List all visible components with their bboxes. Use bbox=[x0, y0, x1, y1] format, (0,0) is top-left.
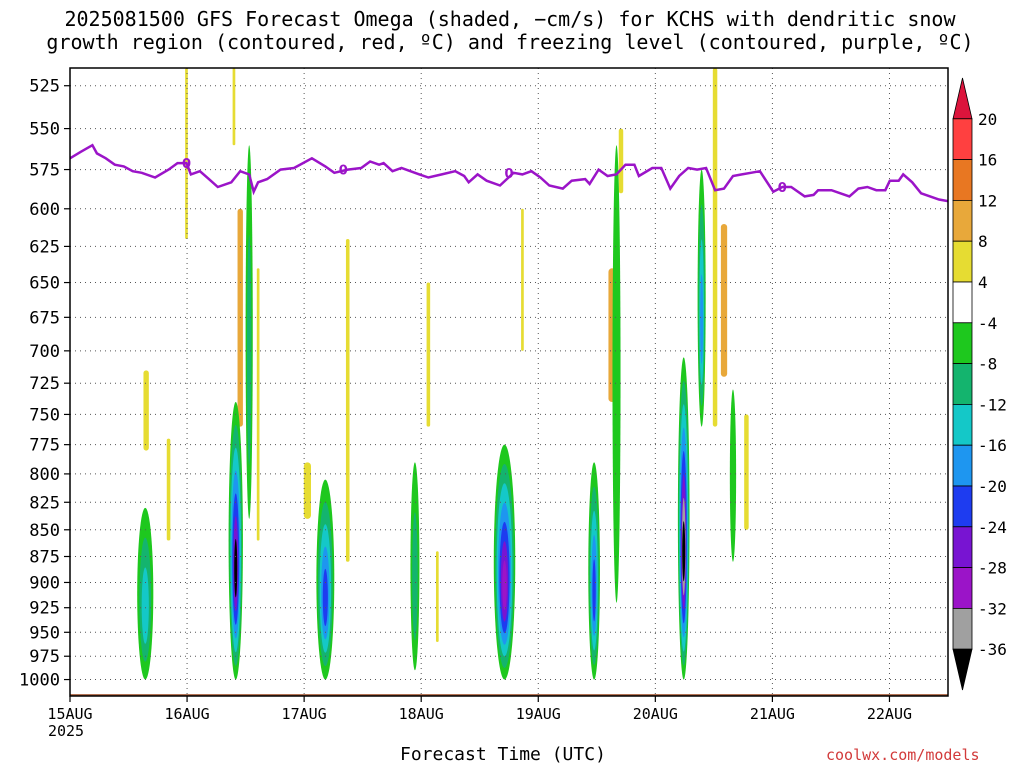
colorbar-label: 4 bbox=[978, 273, 988, 292]
positive-omega-band bbox=[166, 438, 171, 541]
colorbar-cell bbox=[952, 608, 973, 650]
y-tick-label: 725 bbox=[29, 374, 60, 394]
x-tick-label: 15AUG 2025 bbox=[47, 705, 92, 740]
x-tick-label: 22AUG bbox=[867, 705, 912, 723]
x-tick-label: 17AUG bbox=[282, 705, 327, 723]
positive-omega-band bbox=[345, 239, 350, 562]
colorbar-cell bbox=[952, 363, 973, 405]
y-tick-label: 700 bbox=[29, 342, 60, 362]
y-tick-label: 525 bbox=[29, 77, 60, 97]
positive-omega-band bbox=[712, 68, 718, 427]
negative-omega-cell bbox=[700, 274, 704, 364]
colorbar-label: 8 bbox=[978, 232, 988, 251]
credit-text: coolwx.com/models bbox=[826, 746, 980, 764]
y-tick-label: 800 bbox=[29, 465, 60, 485]
negative-omega-cell bbox=[246, 235, 252, 465]
colorbar-cell bbox=[952, 77, 973, 120]
y-tick-label: 1000 bbox=[19, 671, 60, 691]
colorbar-cell bbox=[952, 322, 973, 364]
positive-omega-band bbox=[232, 68, 236, 146]
negative-omega-cell bbox=[412, 512, 418, 641]
y-tick-label: 600 bbox=[29, 200, 60, 220]
y-tick-label: 575 bbox=[29, 161, 60, 181]
colorbar-cell bbox=[952, 199, 973, 242]
x-axis-ticks: 15AUG 2025 16AUG 17AUG 18AUG 19AUG 20AUG 21AUG 2… bbox=[47, 696, 912, 740]
positive-omega-band bbox=[435, 551, 439, 642]
freezing-level-label: 0 bbox=[339, 164, 348, 179]
y-tick-label: 875 bbox=[29, 547, 60, 567]
positive-omega-band bbox=[426, 282, 431, 427]
y-tick-label: 750 bbox=[29, 405, 60, 425]
x-tick-label: 20AUG bbox=[633, 705, 678, 723]
positive-omega-band bbox=[143, 370, 149, 451]
positive-omega-band bbox=[618, 128, 624, 194]
colorbar-label: 20 bbox=[978, 110, 997, 129]
freezing-level-label: 0 bbox=[182, 157, 191, 172]
negative-omega-cell bbox=[502, 560, 507, 611]
negative-omega-cell bbox=[141, 567, 149, 644]
negative-omega-cell bbox=[729, 389, 737, 562]
negative-omega-cell bbox=[234, 538, 238, 598]
colorbar-label: -12 bbox=[978, 395, 1007, 414]
freezing-level-label: 0 bbox=[504, 167, 513, 182]
ground-fill bbox=[70, 694, 948, 696]
colorbar-cell bbox=[952, 240, 973, 283]
colorbar-cell bbox=[952, 159, 973, 201]
negative-omega-cell bbox=[612, 145, 621, 603]
negative-omega-cell bbox=[592, 559, 596, 622]
freezing-level-contour: 0 0 0 0 bbox=[70, 143, 948, 203]
colorbar-label: -16 bbox=[978, 436, 1007, 455]
y-tick-label: 925 bbox=[29, 599, 60, 619]
colorbar-label: -24 bbox=[978, 518, 1007, 537]
colorbar-label: -8 bbox=[978, 355, 997, 374]
negative-omega-cell bbox=[682, 521, 686, 582]
y-axis-ticks: 525 550 575 600 625 650 675 700 725 750 775 800 825 8… bbox=[19, 77, 70, 691]
y-tick-label: 625 bbox=[29, 237, 60, 257]
colorbar-label: -32 bbox=[978, 599, 1007, 618]
colorbar: 20 16 12 8 4 -4 -8 -12 -16 -20 -24 -28 -32 -36 bbox=[952, 77, 1007, 691]
colorbar-label: 12 bbox=[978, 191, 997, 210]
y-tick-label: 825 bbox=[29, 493, 60, 513]
colorbar-label: 16 bbox=[978, 151, 997, 170]
x-tick-label: 19AUG bbox=[516, 705, 561, 723]
colorbar-cell bbox=[952, 444, 973, 487]
colorbar-cell bbox=[952, 281, 973, 324]
positive-omega-band bbox=[256, 268, 260, 541]
colorbar-cell bbox=[952, 567, 973, 609]
y-tick-label: 975 bbox=[29, 647, 60, 667]
positive-omega-band bbox=[720, 224, 728, 377]
colorbar-label: -28 bbox=[978, 559, 1007, 578]
colorbar-label: -4 bbox=[978, 314, 997, 333]
positive-omega-band bbox=[185, 68, 188, 240]
colorbar-cell bbox=[952, 485, 973, 528]
colorbar-cell bbox=[952, 648, 973, 691]
colorbar-cell bbox=[952, 403, 973, 446]
positive-omega-band bbox=[303, 462, 312, 519]
freezing-level-label: 0 bbox=[778, 181, 787, 196]
y-tick-label: 675 bbox=[29, 308, 60, 328]
x-tick-label: 21AUG bbox=[750, 705, 795, 723]
colorbar-label: -36 bbox=[978, 640, 1007, 659]
y-tick-label: 900 bbox=[29, 573, 60, 593]
y-tick-label: 850 bbox=[29, 521, 60, 541]
x-tick-label: 18AUG bbox=[399, 705, 444, 723]
x-tick-label: 16AUG bbox=[164, 705, 209, 723]
y-tick-label: 775 bbox=[29, 436, 60, 456]
positive-omega-band bbox=[521, 208, 524, 351]
plot-frame bbox=[69, 67, 949, 697]
y-tick-label: 550 bbox=[29, 120, 60, 140]
freezing-level-line bbox=[70, 143, 948, 203]
omega-shading bbox=[137, 68, 749, 680]
colorbar-label: -20 bbox=[978, 477, 1007, 496]
y-tick-label: 650 bbox=[29, 274, 60, 294]
positive-omega-band bbox=[744, 414, 749, 530]
colorbar-cell bbox=[952, 118, 973, 161]
ground-surface bbox=[70, 694, 948, 696]
chart-title: 2025081500 GFS Forecast Omega (shaded, −… bbox=[46, 7, 974, 54]
negative-omega-cell bbox=[322, 568, 328, 627]
x-axis-label: Forecast Time (UTC) bbox=[400, 744, 606, 765]
y-tick-label: 950 bbox=[29, 623, 60, 643]
colorbar-cell bbox=[952, 526, 973, 568]
